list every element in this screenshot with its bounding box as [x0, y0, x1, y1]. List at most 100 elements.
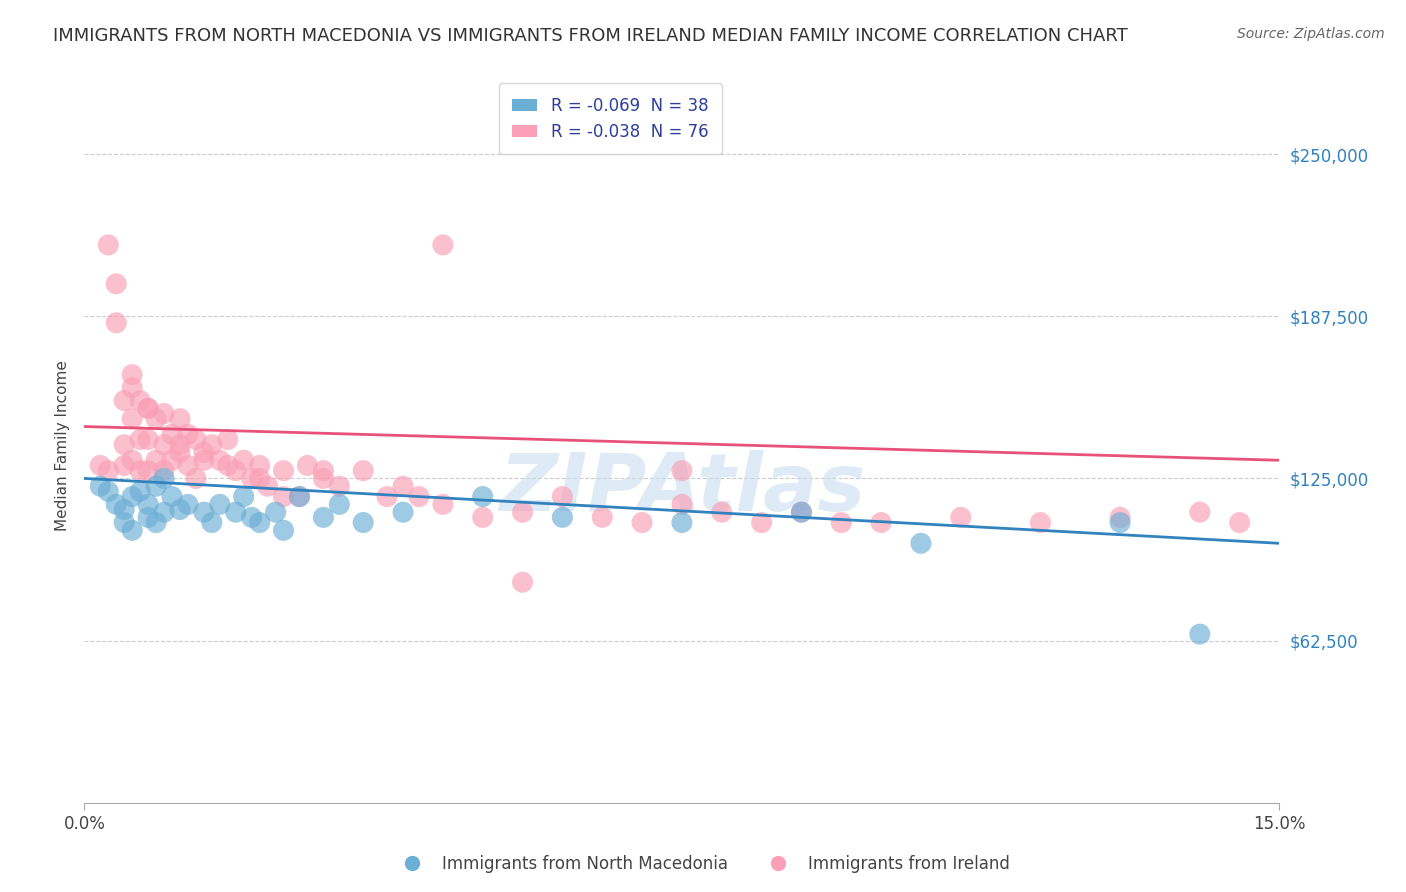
- Point: [671, 497, 693, 511]
- Point: [232, 453, 254, 467]
- Point: [1109, 516, 1132, 530]
- Point: [184, 433, 207, 447]
- Point: [153, 505, 176, 519]
- Point: [97, 238, 120, 252]
- Point: [312, 471, 335, 485]
- Point: [471, 490, 494, 504]
- Point: [232, 490, 254, 504]
- Point: [89, 458, 111, 473]
- Point: [710, 505, 733, 519]
- Point: [551, 490, 574, 504]
- Point: [217, 433, 239, 447]
- Point: [392, 505, 415, 519]
- Text: Source: ZipAtlas.com: Source: ZipAtlas.com: [1237, 27, 1385, 41]
- Point: [631, 516, 654, 530]
- Point: [129, 433, 152, 447]
- Point: [145, 516, 167, 530]
- Point: [160, 453, 183, 467]
- Point: [352, 516, 374, 530]
- Point: [105, 316, 128, 330]
- Point: [112, 458, 135, 473]
- Point: [288, 490, 311, 504]
- Point: [89, 479, 111, 493]
- Point: [129, 393, 152, 408]
- Point: [193, 505, 215, 519]
- Point: [256, 479, 278, 493]
- Point: [910, 536, 932, 550]
- Point: [273, 524, 295, 538]
- Point: [136, 464, 159, 478]
- Point: [129, 464, 152, 478]
- Point: [870, 516, 893, 530]
- Point: [112, 516, 135, 530]
- Point: [112, 502, 135, 516]
- Text: ZIPAtlas: ZIPAtlas: [499, 450, 865, 528]
- Point: [328, 497, 350, 511]
- Point: [193, 445, 215, 459]
- Legend: Immigrants from North Macedonia, Immigrants from Ireland: Immigrants from North Macedonia, Immigra…: [389, 848, 1017, 880]
- Point: [512, 505, 534, 519]
- Point: [312, 510, 335, 524]
- Point: [169, 502, 191, 516]
- Point: [830, 516, 852, 530]
- Point: [201, 438, 224, 452]
- Point: [177, 497, 200, 511]
- Point: [1229, 516, 1251, 530]
- Point: [273, 464, 295, 478]
- Point: [408, 490, 430, 504]
- Y-axis label: Median Family Income: Median Family Income: [55, 360, 70, 532]
- Point: [193, 453, 215, 467]
- Point: [751, 516, 773, 530]
- Point: [225, 464, 247, 478]
- Point: [136, 401, 159, 416]
- Point: [121, 524, 143, 538]
- Point: [121, 368, 143, 382]
- Point: [512, 575, 534, 590]
- Point: [1188, 627, 1211, 641]
- Point: [136, 433, 159, 447]
- Point: [1188, 505, 1211, 519]
- Point: [249, 516, 271, 530]
- Point: [312, 464, 335, 478]
- Point: [121, 490, 143, 504]
- Point: [169, 411, 191, 425]
- Point: [249, 458, 271, 473]
- Point: [240, 510, 263, 524]
- Point: [153, 438, 176, 452]
- Point: [201, 516, 224, 530]
- Point: [121, 453, 143, 467]
- Point: [153, 471, 176, 485]
- Point: [790, 505, 813, 519]
- Point: [249, 471, 271, 485]
- Point: [432, 497, 454, 511]
- Point: [392, 479, 415, 493]
- Point: [591, 510, 613, 524]
- Point: [328, 479, 350, 493]
- Point: [97, 464, 120, 478]
- Point: [153, 407, 176, 421]
- Point: [136, 497, 159, 511]
- Point: [288, 490, 311, 504]
- Point: [208, 453, 231, 467]
- Point: [160, 490, 183, 504]
- Text: IMMIGRANTS FROM NORTH MACEDONIA VS IMMIGRANTS FROM IRELAND MEDIAN FAMILY INCOME : IMMIGRANTS FROM NORTH MACEDONIA VS IMMIG…: [53, 27, 1128, 45]
- Point: [352, 464, 374, 478]
- Point: [112, 438, 135, 452]
- Point: [273, 490, 295, 504]
- Point: [217, 458, 239, 473]
- Point: [375, 490, 398, 504]
- Point: [949, 510, 972, 524]
- Point: [297, 458, 319, 473]
- Point: [177, 458, 200, 473]
- Point: [671, 464, 693, 478]
- Point: [105, 277, 128, 291]
- Point: [551, 510, 574, 524]
- Point: [264, 505, 287, 519]
- Point: [208, 497, 231, 511]
- Point: [432, 238, 454, 252]
- Point: [153, 464, 176, 478]
- Point: [136, 510, 159, 524]
- Point: [160, 427, 183, 442]
- Point: [105, 497, 128, 511]
- Point: [169, 445, 191, 459]
